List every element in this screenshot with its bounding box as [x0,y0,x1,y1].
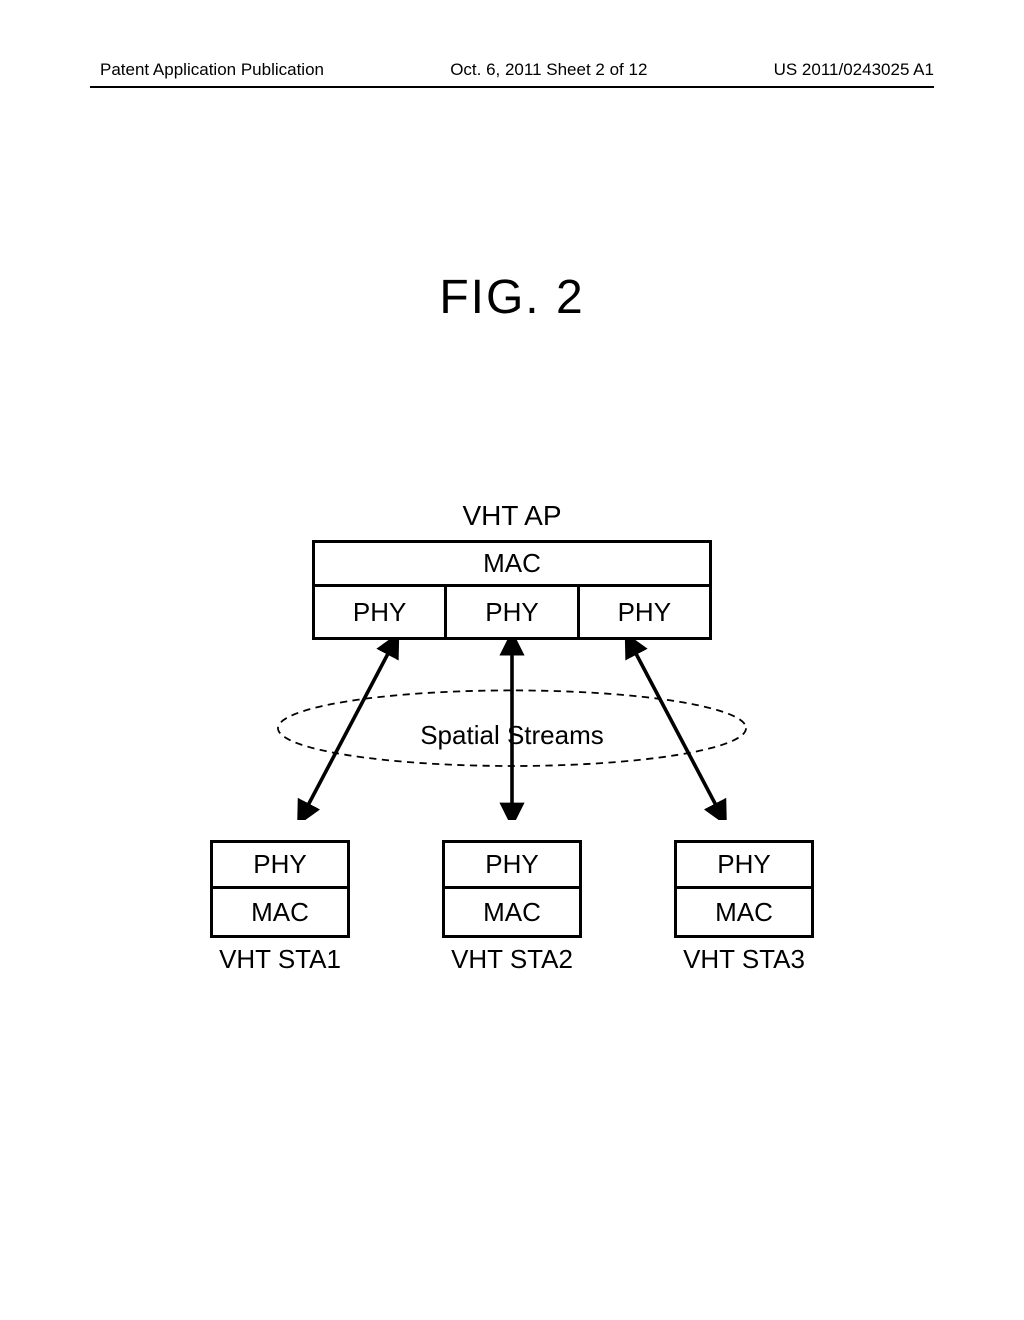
ap-box: MAC PHY PHY PHY [312,540,712,640]
ap-phy-2: PHY [444,587,576,637]
station-1-label: VHT STA1 [210,944,350,975]
figure-title: FIG. 2 [0,270,1024,325]
header-left: Patent Application Publication [100,60,324,80]
station-2-label: VHT STA2 [442,944,582,975]
page: Patent Application Publication Oct. 6, 2… [0,0,1024,1320]
ap-phy-3: PHY [577,587,709,637]
station-2-box: PHY MAC [442,840,582,938]
station-3-mac: MAC [677,889,811,935]
header-right: US 2011/0243025 A1 [774,60,934,80]
station-1: PHY MAC VHT STA1 [210,840,350,975]
station-3-box: PHY MAC [674,840,814,938]
spatial-label-right: Streams [507,720,604,750]
ap-phy-row: PHY PHY PHY [315,587,709,637]
station-2: PHY MAC VHT STA2 [442,840,582,975]
station-2-mac: MAC [445,889,579,935]
station-3-label: VHT STA3 [674,944,814,975]
header-rule [90,86,934,88]
spatial-streams-label: Spatial Streams [0,720,1024,751]
station-1-phy: PHY [213,843,347,889]
page-header: Patent Application Publication Oct. 6, 2… [0,60,1024,80]
station-2-phy: PHY [445,843,579,889]
header-center: Oct. 6, 2011 Sheet 2 of 12 [450,60,647,80]
ap-mac: MAC [315,543,709,587]
ap-phy-1: PHY [315,587,444,637]
ap-label: VHT AP [0,500,1024,532]
header-row: Patent Application Publication Oct. 6, 2… [0,60,1024,80]
station-3: PHY MAC VHT STA3 [674,840,814,975]
station-1-box: PHY MAC [210,840,350,938]
station-3-phy: PHY [677,843,811,889]
station-1-mac: MAC [213,889,347,935]
spatial-label-left: Spatial [420,720,500,750]
